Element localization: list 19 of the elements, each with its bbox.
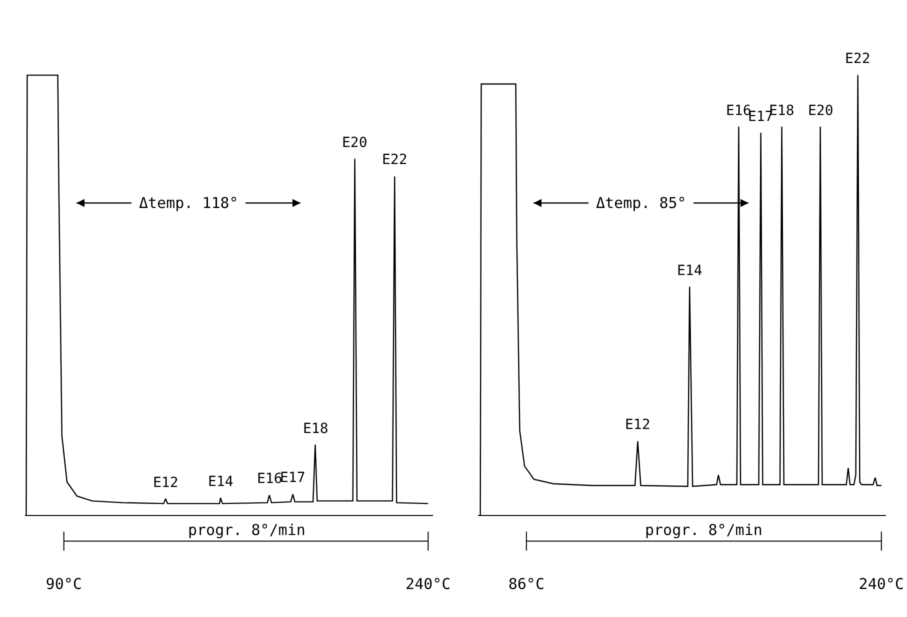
annotation: E18 [303, 421, 328, 437]
text: progr. 8°/min [188, 521, 306, 539]
x-tick-label: 86°C [508, 575, 544, 593]
annotation: Δtemp. 85° [596, 194, 686, 212]
annotation: E17 [280, 470, 306, 486]
annotation: E14 [208, 474, 234, 490]
annotation: E12 [625, 417, 650, 433]
annotation: E12 [153, 475, 178, 491]
annotation: E20 [342, 135, 368, 151]
annotation: E20 [808, 103, 834, 119]
annotation: Δtemp. 118° [139, 194, 238, 212]
annotation: E22 [382, 152, 408, 168]
annotation: E16 [257, 471, 282, 487]
x-tick-label: 240°C [858, 575, 904, 593]
annotation: E14 [677, 263, 702, 279]
text: progr. 8°/min [645, 521, 762, 539]
x-tick-label: 240°C [406, 575, 451, 593]
x-tick-label: 90°C [46, 575, 82, 593]
annotation: E22 [845, 51, 870, 67]
